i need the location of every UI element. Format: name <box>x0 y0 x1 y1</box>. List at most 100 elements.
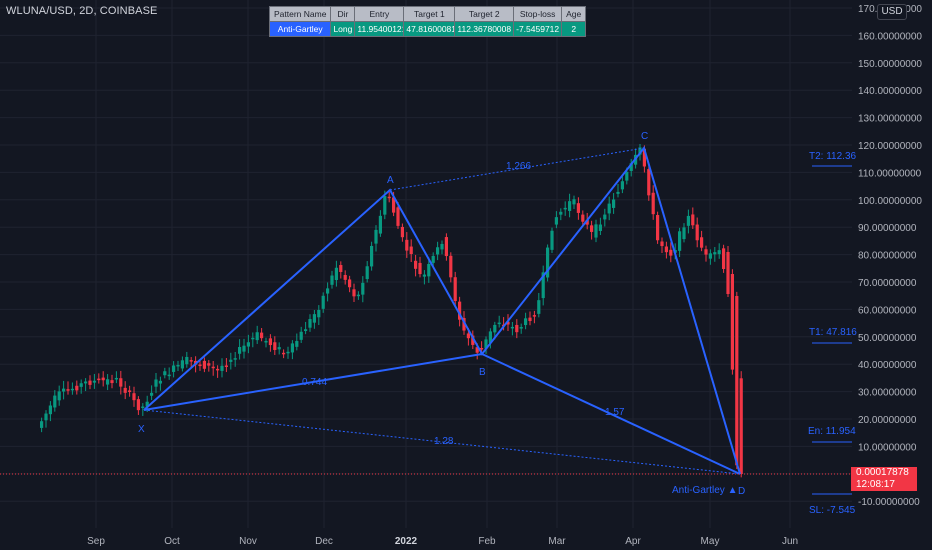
candle-body <box>268 338 272 346</box>
time-tick-label: May <box>701 536 720 547</box>
candle-body <box>656 214 660 241</box>
candle-body <box>418 262 422 275</box>
candle-body <box>123 387 127 393</box>
candle-body <box>378 215 382 234</box>
candle-body <box>568 201 572 211</box>
candle-body <box>620 181 624 190</box>
candle-body <box>392 197 396 213</box>
target-levels: T2: 112.36 T1: 47.816 En: 11.954 SL: -7.… <box>808 151 857 516</box>
candle-body <box>224 365 228 367</box>
candle-body <box>158 380 162 384</box>
time-tick-label: Mar <box>548 536 566 547</box>
harmonic-pattern: X A B C D 0.744 1.266 1.57 1.28 Anti-Gar… <box>138 131 745 497</box>
candle-body <box>576 203 580 213</box>
candle-body <box>207 363 211 366</box>
candle-body <box>625 171 629 181</box>
candle-body <box>167 374 171 377</box>
candle-body <box>317 309 321 318</box>
candle-body <box>660 241 664 247</box>
candle-body <box>132 393 136 401</box>
time-tick-label: Feb <box>478 536 496 547</box>
candle-body <box>40 421 44 428</box>
candle-body <box>735 296 739 466</box>
candle-body <box>409 246 413 255</box>
candle-body <box>370 245 374 267</box>
candle-body <box>458 301 462 320</box>
candle-body <box>700 237 704 248</box>
candle-body <box>202 360 206 369</box>
price-tick-label: 30.00000000 <box>858 388 917 399</box>
candle-body <box>453 277 457 302</box>
price-tick-label: 50.00000000 <box>858 333 917 344</box>
price-tick-label: 100.00000000 <box>858 196 922 207</box>
point-label-x: X <box>138 424 145 435</box>
candle-body <box>669 249 673 256</box>
price-tick-label: 20.00000000 <box>858 415 917 426</box>
candle-body <box>682 227 686 240</box>
time-tick-label: Nov <box>239 536 257 547</box>
candle-body <box>383 196 387 215</box>
candle-body <box>88 380 92 385</box>
price-tick-label: 120.00000000 <box>858 141 922 152</box>
candle-body <box>546 247 550 278</box>
candle-body <box>365 266 369 280</box>
col-target-1: Target 1 <box>403 6 456 22</box>
candle-body <box>101 377 105 381</box>
price-tick-label: 80.00000000 <box>858 251 917 262</box>
candle-body <box>251 337 255 340</box>
candle-body <box>572 199 576 205</box>
pattern-table-row: Anti-Gartley Long 11.95400121 47.8160008… <box>268 21 587 37</box>
candle-body <box>106 379 110 385</box>
candle-body <box>563 207 567 210</box>
candle-body <box>277 347 281 350</box>
cell-entry: 11.95400121 <box>354 21 405 37</box>
price-tick-label: 140.00000000 <box>858 86 922 97</box>
candle-body <box>713 252 717 255</box>
candle-body <box>686 215 690 226</box>
currency-button[interactable]: USD <box>877 4 907 20</box>
candle-body <box>176 364 180 367</box>
ratio-label-ac: 1.266 <box>506 161 531 172</box>
price-tick-label: 40.00000000 <box>858 360 917 371</box>
time-tick-label: Apr <box>625 536 641 547</box>
candle-body <box>484 339 488 349</box>
candle-body <box>304 329 308 332</box>
candle-body <box>334 267 338 281</box>
price-axis[interactable]: 170.00000000160.00000000150.00000000140.… <box>858 4 922 508</box>
candle-body <box>70 388 74 391</box>
candle-body <box>726 252 730 294</box>
point-label-a: A <box>387 175 394 186</box>
candle-body <box>185 356 189 365</box>
candle-body <box>119 378 123 387</box>
candle-body <box>405 239 409 251</box>
candle-body <box>62 388 66 392</box>
candle-body <box>466 333 470 339</box>
candle-body <box>497 322 501 325</box>
candle-body <box>260 332 264 339</box>
candle-body <box>585 219 589 225</box>
candle-body <box>603 214 607 220</box>
time-axis[interactable]: Sep Oct Nov Dec 2022 Feb Mar Apr May Jun <box>87 536 798 547</box>
pattern-leg-xb <box>143 353 483 411</box>
candle-body <box>427 263 431 277</box>
col-target-2: Target 2 <box>454 6 515 22</box>
candle-body <box>48 405 52 415</box>
candle-body <box>136 399 140 411</box>
candle-body <box>642 148 646 167</box>
time-tick-label: Dec <box>315 536 333 547</box>
ratio-label-bd: 1.57 <box>605 407 625 418</box>
price-tick-label: 70.00000000 <box>858 278 917 289</box>
candle-body <box>590 225 594 232</box>
candle-body <box>537 300 541 314</box>
col-entry: Entry <box>354 6 405 22</box>
candle-body <box>691 214 695 226</box>
candle-body <box>541 272 545 299</box>
pattern-table: Pattern Name Dir Entry Target 1 Target 2… <box>268 6 587 37</box>
candle-body <box>612 199 616 208</box>
candle-body <box>480 348 484 350</box>
candle-body <box>374 229 378 244</box>
t2-level-label: T2: 112.36 <box>809 151 857 162</box>
candle-body <box>488 331 492 343</box>
candle-body <box>189 360 193 362</box>
